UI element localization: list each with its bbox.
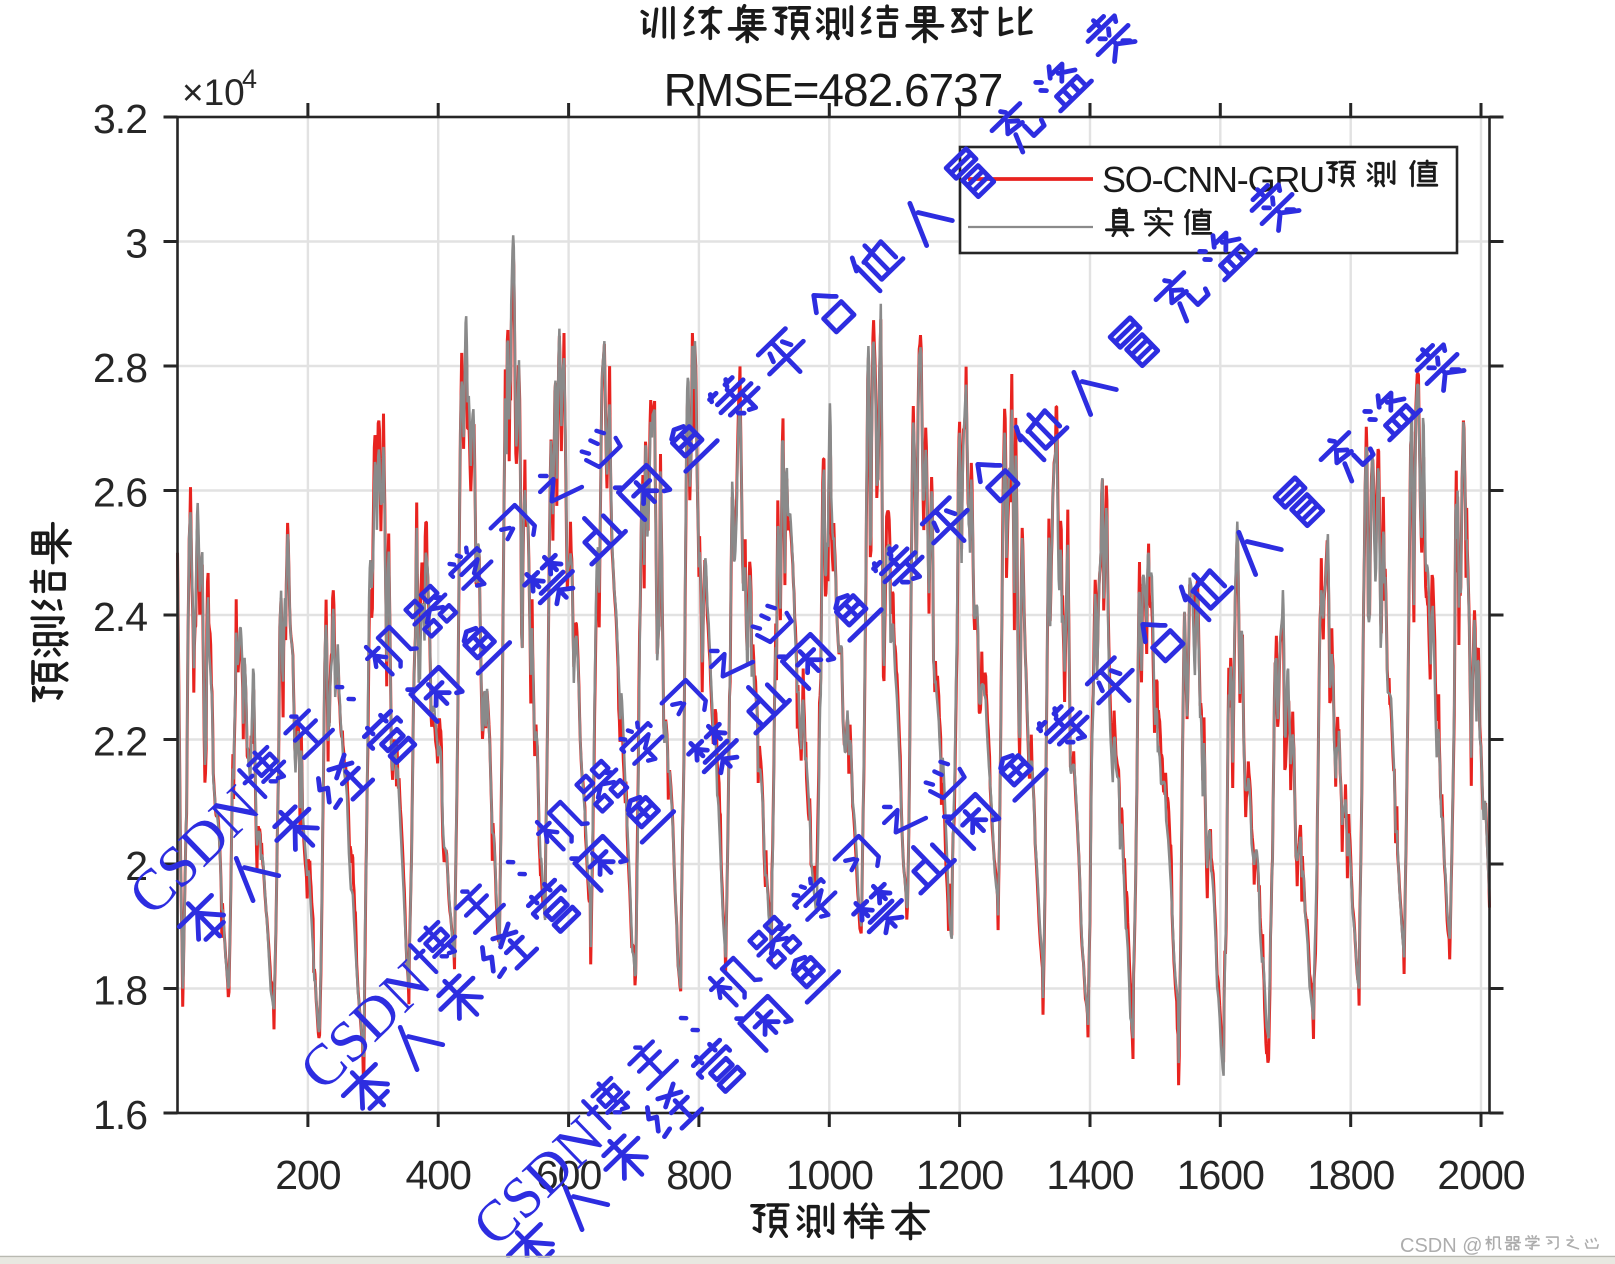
svg-text:200: 200 — [275, 1152, 341, 1198]
svg-text:RMSE=482.6737: RMSE=482.6737 — [664, 64, 1003, 116]
svg-text:600: 600 — [536, 1152, 602, 1198]
svg-text:1800: 1800 — [1307, 1152, 1394, 1198]
svg-text:1.6: 1.6 — [93, 1092, 147, 1138]
svg-text:3: 3 — [125, 221, 147, 267]
svg-text:CSDN @: CSDN @ — [1400, 1235, 1483, 1257]
svg-text:3.2: 3.2 — [93, 96, 147, 142]
svg-text:×10: ×10 — [182, 72, 245, 113]
svg-text:1200: 1200 — [916, 1152, 1003, 1198]
svg-text:2: 2 — [125, 843, 147, 889]
svg-text:2.2: 2.2 — [93, 719, 147, 765]
svg-text:2.8: 2.8 — [93, 345, 147, 391]
svg-text:2.4: 2.4 — [93, 594, 147, 640]
svg-text:1600: 1600 — [1177, 1152, 1264, 1198]
svg-text:1000: 1000 — [786, 1152, 873, 1198]
svg-text:SO-CNN-GRU: SO-CNN-GRU — [1102, 159, 1324, 200]
svg-text:800: 800 — [666, 1152, 732, 1198]
svg-text:400: 400 — [405, 1152, 471, 1198]
svg-text:1.8: 1.8 — [93, 968, 147, 1014]
svg-text:2.6: 2.6 — [93, 470, 147, 516]
svg-text:4: 4 — [242, 64, 257, 94]
svg-text:2000: 2000 — [1437, 1152, 1524, 1198]
svg-text:1400: 1400 — [1046, 1152, 1133, 1198]
